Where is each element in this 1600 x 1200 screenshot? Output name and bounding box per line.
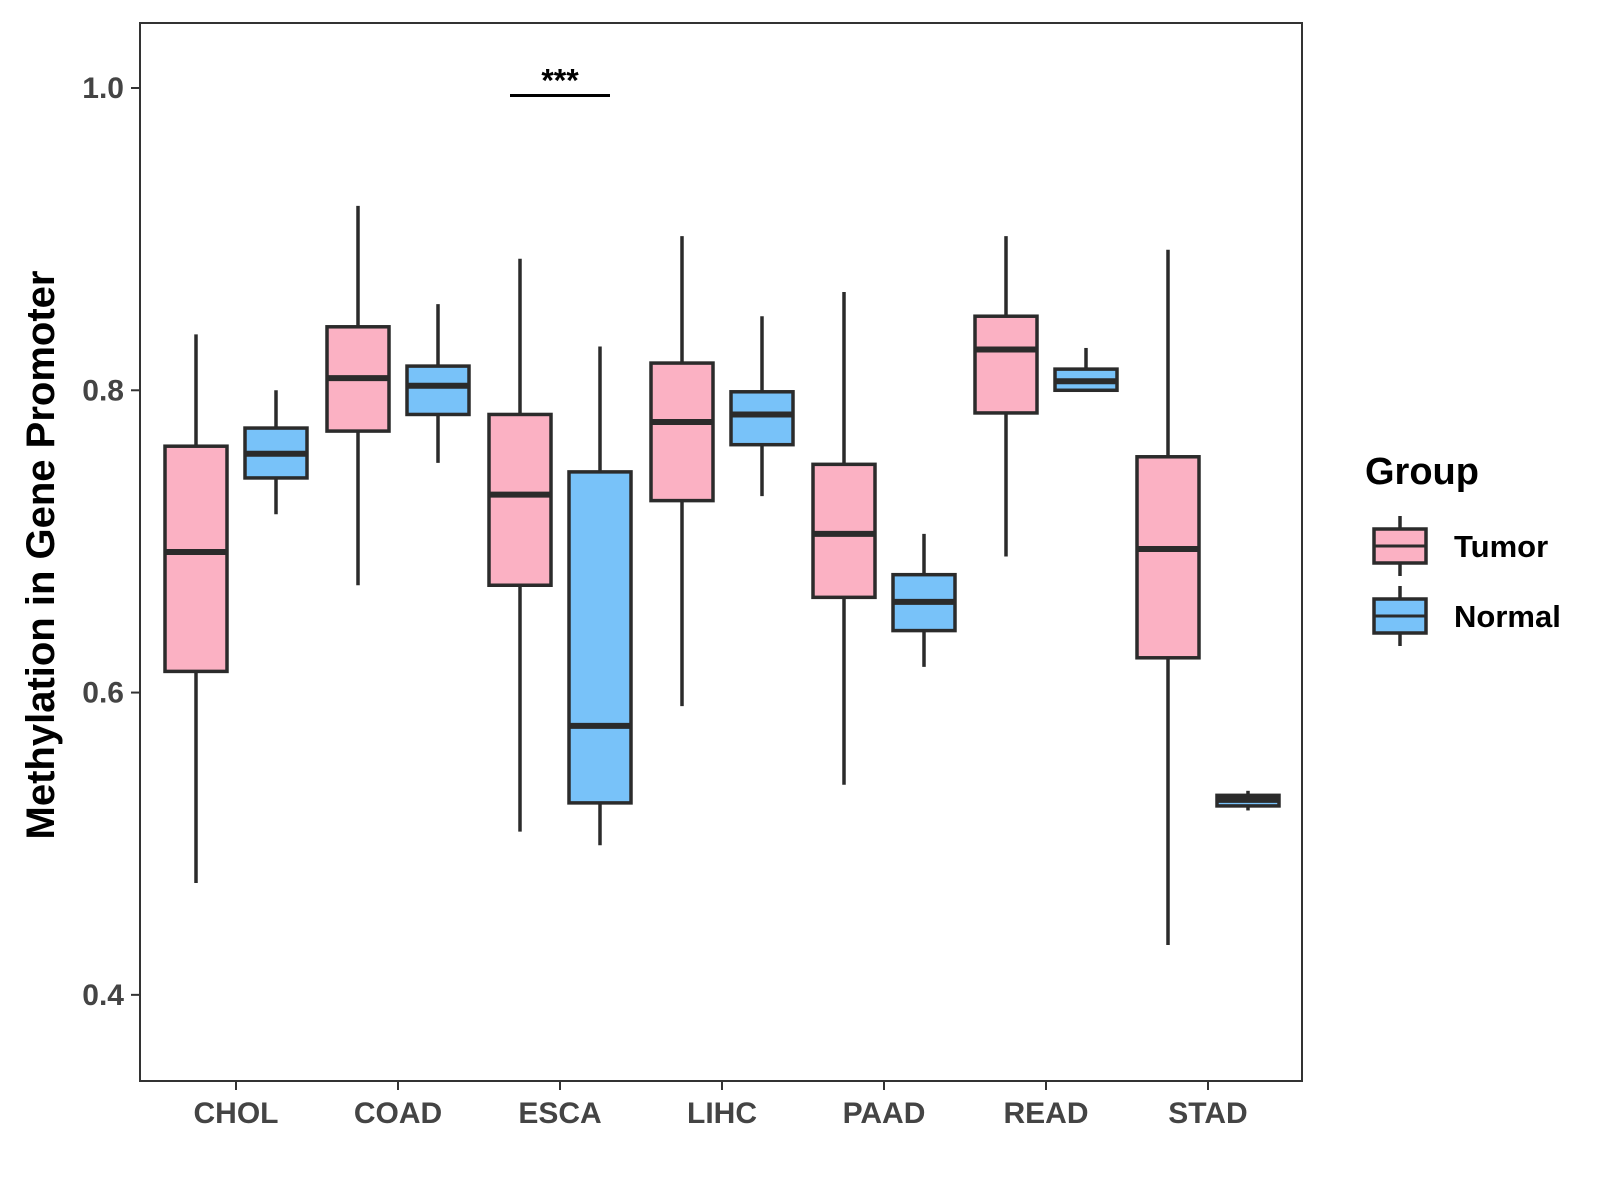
box-body-tumor-stad (1135, 455, 1201, 660)
box-tumor-esca (487, 258, 553, 832)
box-normal-paad (891, 533, 957, 667)
box-normal-chol (243, 390, 309, 515)
legend: Group Tumor Normal (1365, 451, 1561, 646)
box-body-tumor-paad (811, 462, 877, 600)
boxes-layer (163, 205, 1281, 945)
box-body-tumor-lihc (649, 361, 715, 503)
x-tick-label-stad: STAD (1168, 1097, 1247, 1130)
y-tick-label: 1.0 (82, 72, 124, 105)
x-tick-label-coad: COAD (354, 1097, 442, 1130)
box-body-tumor-chol (163, 444, 229, 674)
x-tick-label-chol: CHOL (194, 1097, 279, 1130)
box-tumor-paad (811, 292, 877, 785)
x-tick-label-esca: ESCA (518, 1097, 601, 1130)
legend-item-normal: Normal (1372, 586, 1561, 646)
box-body-normal-lihc (729, 390, 795, 447)
box-tumor-stad (1135, 249, 1201, 945)
y-axis-title: Methylation in Gene Promoter (19, 271, 63, 840)
y-tick-label: 0.4 (82, 979, 124, 1012)
box-tumor-coad (325, 205, 391, 586)
legend-label-tumor: Tumor (1454, 529, 1548, 564)
significance-label: *** (541, 63, 579, 99)
box-normal-stad (1215, 790, 1281, 811)
y-tick-label: 0.6 (82, 677, 124, 710)
y-tick-label: 0.8 (82, 374, 124, 407)
axes-layer: 0.4 0.6 0.8 1.0 CHOL COAD ESCA LIHC PAAD READ STAD (82, 72, 1247, 1130)
x-tick-label-paad: PAAD (843, 1097, 926, 1130)
box-body-normal-coad (405, 364, 471, 417)
annotations-layer: *** (510, 63, 610, 99)
box-normal-read (1053, 347, 1119, 393)
legend-label-normal: Normal (1454, 599, 1561, 634)
box-normal-lihc (729, 316, 795, 497)
box-body-tumor-esca (487, 412, 553, 588)
x-tick-label-read: READ (1003, 1097, 1088, 1130)
box-tumor-read (973, 236, 1039, 557)
x-tick-label-lihc: LIHC (687, 1097, 757, 1130)
box-body-tumor-read (973, 314, 1039, 415)
box-normal-esca (567, 346, 633, 846)
box-body-normal-esca (567, 470, 633, 805)
box-tumor-lihc (649, 236, 715, 707)
legend-title: Group (1365, 451, 1479, 493)
box-normal-coad (405, 304, 471, 463)
box-tumor-chol (163, 334, 229, 884)
legend-item-tumor: Tumor (1372, 516, 1548, 576)
